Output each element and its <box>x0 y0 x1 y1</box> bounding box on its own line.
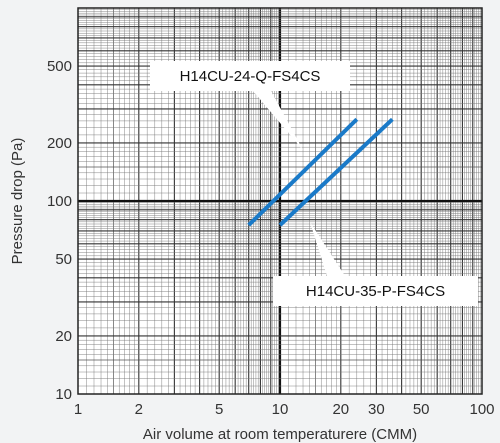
callout-box <box>273 276 478 306</box>
tick-labels: 1 2 5 10 20 30 50 100 10 20 50 100 200 500 <box>47 58 495 418</box>
x-tick-label: 1 <box>74 401 82 418</box>
x-tick-label: 100 <box>469 401 494 418</box>
y-axis-label: Pressure drop (Pa) <box>9 138 26 265</box>
x-tick-label: 2 <box>135 401 143 418</box>
y-tick-label: 50 <box>55 251 72 268</box>
x-axis-label: Air volume at room temperaturere (CMM) <box>143 426 417 443</box>
y-tick-label: 500 <box>47 58 72 75</box>
y-tick-label: 10 <box>55 386 72 403</box>
series-label: H14CU-24-Q-FS4CS <box>180 68 321 85</box>
series-callouts: H14CU-24-Q-FS4CS H14CU-35-P-FS4CS <box>150 61 478 306</box>
callout-pointer <box>253 91 303 150</box>
y-tick-label: 100 <box>47 193 72 210</box>
x-tick-label: 5 <box>215 401 223 418</box>
series-line <box>247 117 359 227</box>
x-tick-label: 10 <box>272 401 289 418</box>
series-label: H14CU-35-P-FS4CS <box>306 283 445 300</box>
x-tick-label: 20 <box>332 401 349 418</box>
series-lines <box>247 117 394 227</box>
callout-box <box>150 61 350 91</box>
y-tick-label: 20 <box>55 328 72 345</box>
callout-pointer <box>310 222 345 276</box>
y-tick-label: 200 <box>47 135 72 152</box>
x-tick-label: 50 <box>413 401 430 418</box>
x-tick-label: 30 <box>368 401 385 418</box>
series-line <box>278 117 394 227</box>
plot-frame <box>77 7 483 395</box>
